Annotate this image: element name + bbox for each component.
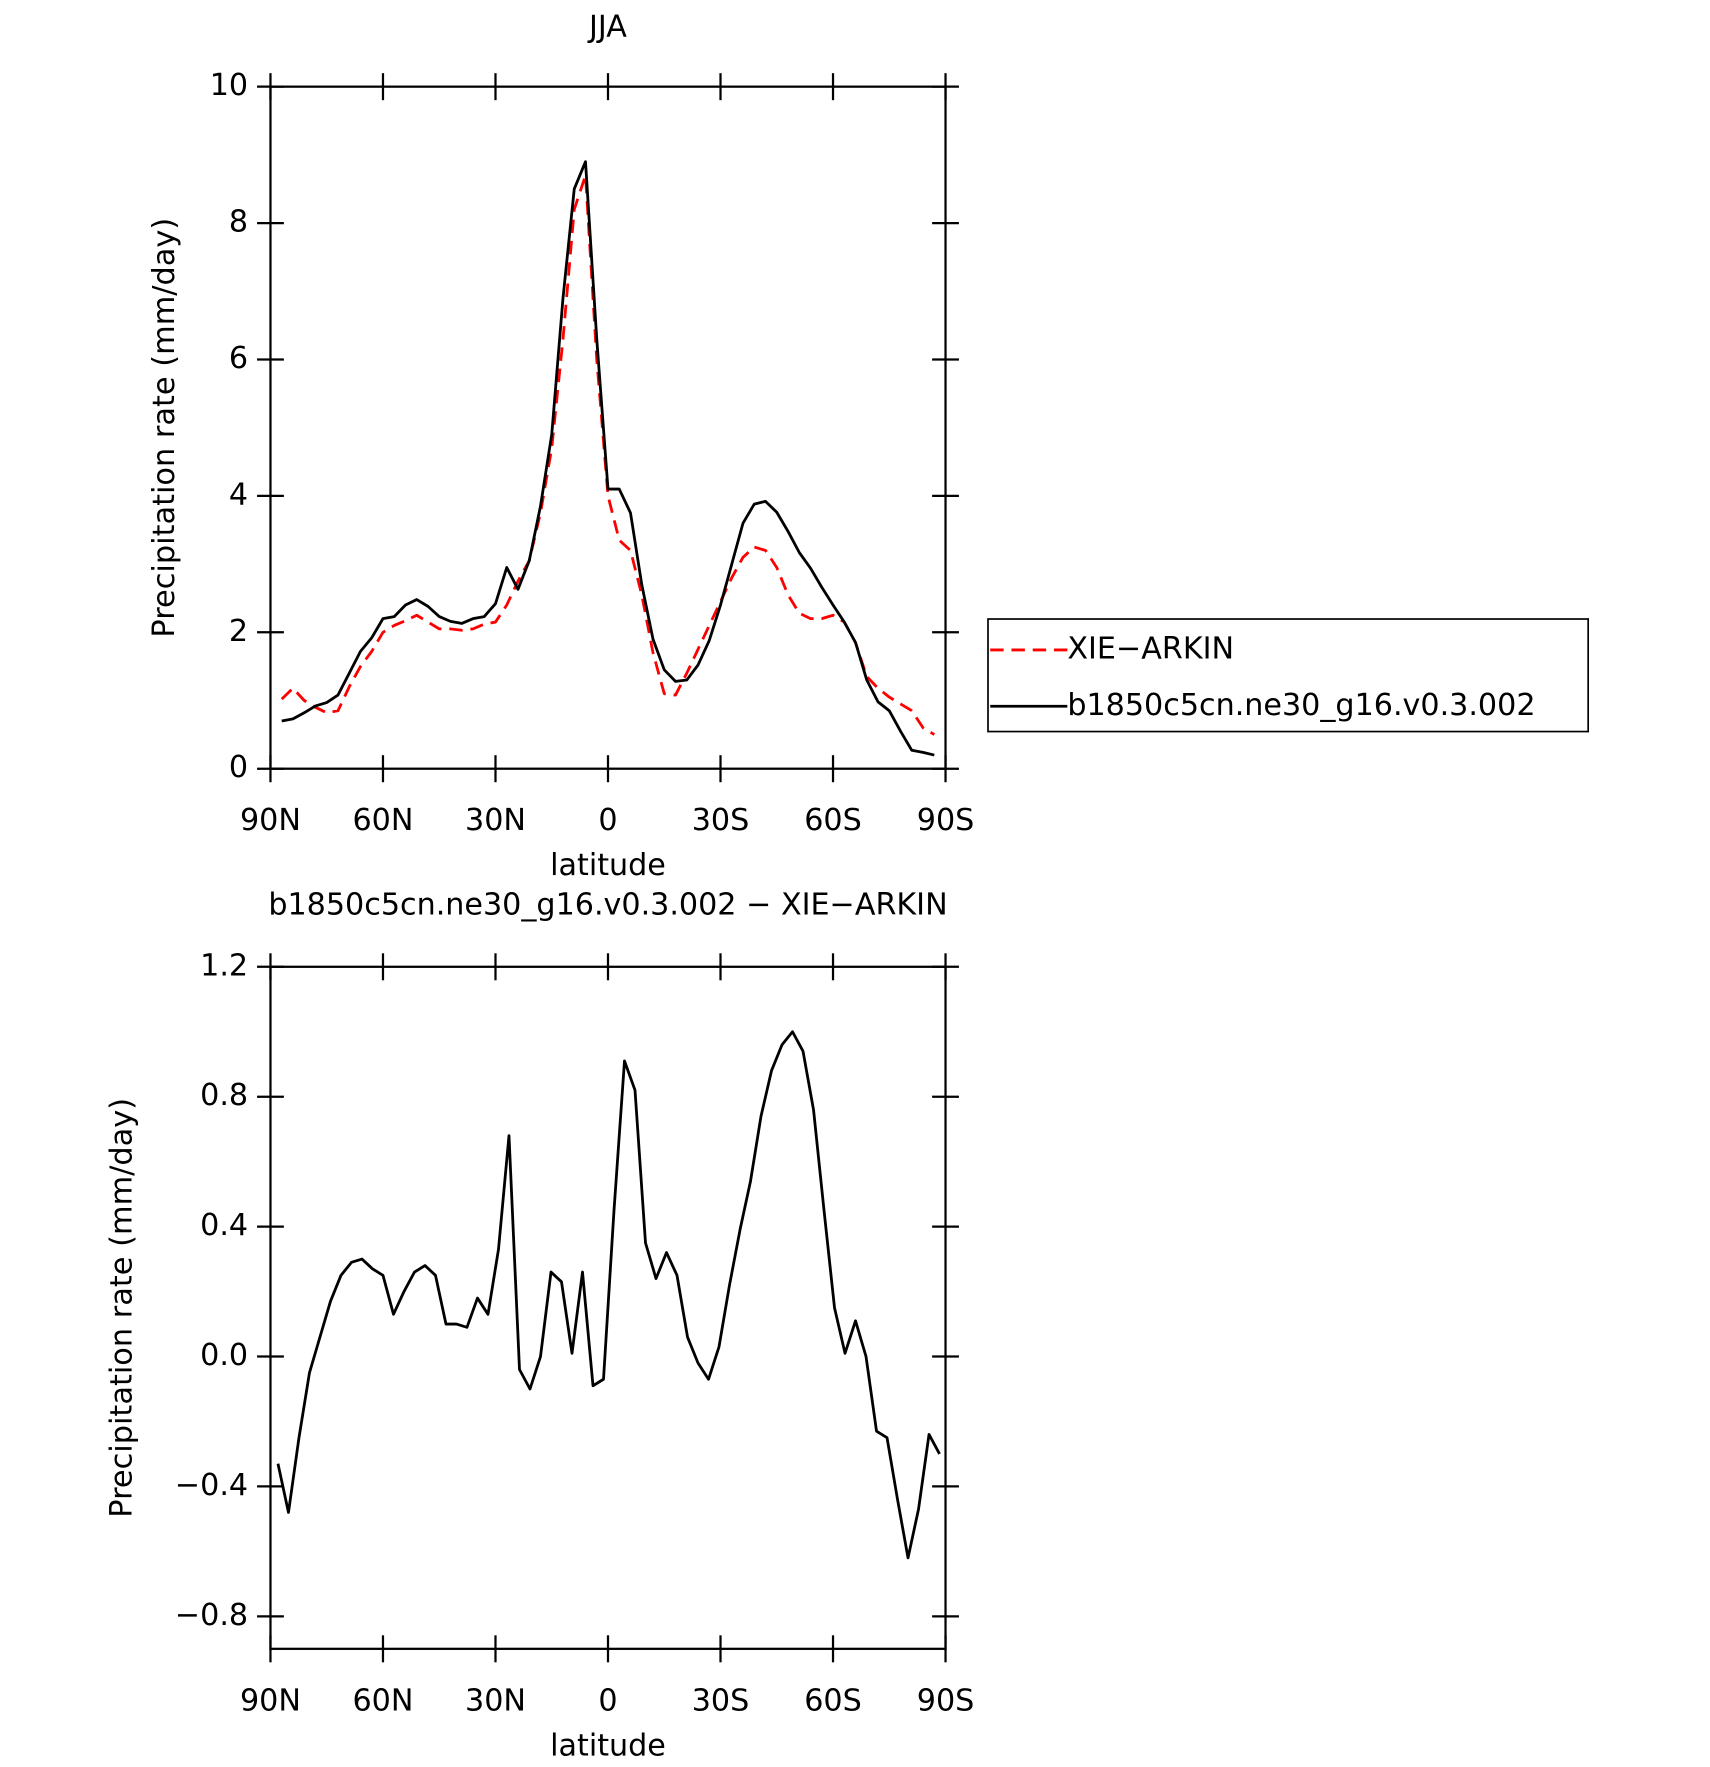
legend-label: XIE−ARKIN (1067, 631, 1234, 666)
x-axis-label: latitude (550, 848, 666, 883)
y-tick-label: −0.8 (175, 1598, 248, 1633)
x-tick-label: 60N (353, 1683, 414, 1718)
x-tick-label: 30N (465, 803, 526, 838)
x-tick-label: 0 (598, 803, 617, 838)
x-tick-label: 30S (692, 803, 750, 838)
legend-box (987, 618, 1590, 733)
y-tick-label: 2 (229, 614, 248, 649)
y-tick-label: −0.4 (175, 1468, 248, 1503)
x-tick-label: 0 (598, 1683, 617, 1718)
x-tick-label: 30N (465, 1683, 526, 1718)
x-tick-label: 90S (917, 1683, 975, 1718)
y-axis-label: Precipitation rate (mm/day) (105, 1098, 140, 1518)
y-tick-label: 0.4 (200, 1208, 248, 1243)
legend-label: b1850c5cn.ne30_g16.v0.3.002 (1067, 688, 1535, 723)
x-tick-label: 60S (804, 1683, 862, 1718)
x-tick-label: 30S (692, 1683, 750, 1718)
y-tick-label: 10 (210, 68, 248, 103)
x-tick-label: 90S (917, 803, 975, 838)
data-line (276, 1030, 941, 1560)
x-tick-label: 90N (240, 803, 301, 838)
y-axis-label: Precipitation rate (mm/day) (147, 218, 182, 638)
y-tick-label: 0.8 (200, 1078, 248, 1113)
plot-frame (269, 85, 947, 770)
y-tick-label: 0.0 (200, 1338, 248, 1373)
y-tick-label: 0 (229, 750, 248, 785)
y-tick-label: 1.2 (200, 948, 248, 983)
chart-title: JJA (587, 10, 627, 45)
data-line (280, 173, 935, 736)
x-tick-label: 90N (240, 1683, 301, 1718)
x-tick-label: 60S (804, 803, 862, 838)
y-tick-label: 6 (229, 341, 248, 376)
data-line (281, 160, 935, 757)
y-tick-label: 8 (229, 205, 248, 240)
x-axis-label: latitude (550, 1728, 666, 1763)
chart-title: b1850c5cn.ne30_g16.v0.3.002 − XIE−ARKIN (268, 887, 947, 922)
x-tick-label: 60N (353, 803, 414, 838)
y-tick-label: 4 (229, 477, 248, 512)
